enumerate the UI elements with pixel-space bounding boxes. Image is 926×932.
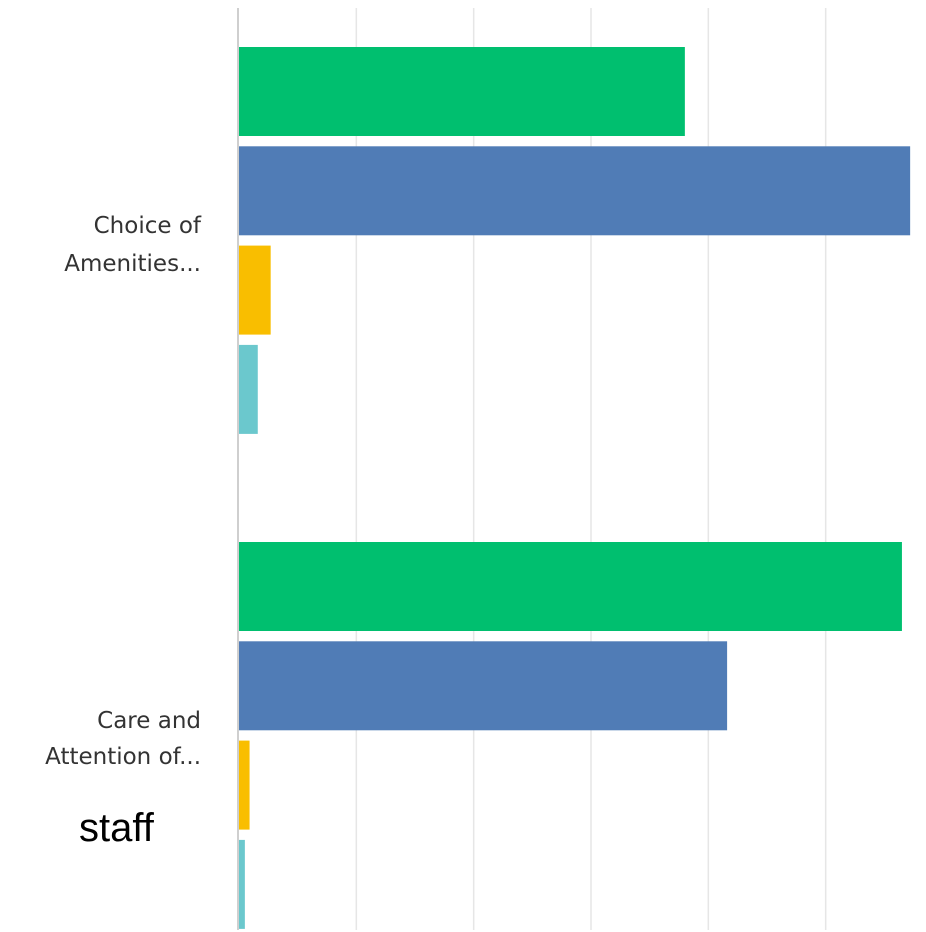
category-label-choice-line2: Amenities... (64, 251, 201, 277)
bar-category-1-series-4 (239, 344, 258, 434)
annotation-staff: staff (79, 806, 155, 850)
bar-category-2-series-2 (239, 641, 728, 731)
bar-category-2-series-1 (239, 542, 902, 631)
bar-category-1-series-3 (239, 245, 271, 335)
bar-category-1-series-2 (239, 146, 911, 236)
bar-category-2-series-4 (239, 839, 245, 929)
bars (239, 47, 911, 929)
category-label-care-line2: Attention of... (45, 744, 201, 770)
category-label-choice-line1: Choice of (94, 213, 202, 239)
bar-category-1-series-1 (239, 47, 685, 136)
category-label-care-line1: Care and (97, 708, 201, 734)
bar-category-2-series-3 (239, 740, 250, 830)
